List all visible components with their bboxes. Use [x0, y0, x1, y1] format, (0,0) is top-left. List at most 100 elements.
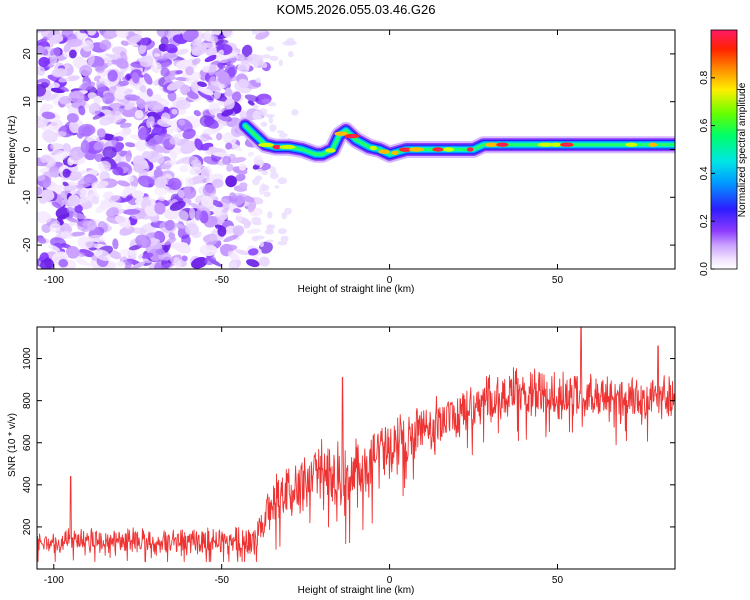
noise-blob	[167, 177, 182, 191]
colorbar-tick-label: 0.4	[699, 166, 710, 180]
noise-blob	[127, 175, 134, 183]
noise-blob	[266, 46, 275, 52]
noise-blob	[177, 189, 185, 199]
noise-blob	[112, 238, 119, 250]
noise-blob	[189, 207, 196, 220]
noise-blob	[137, 175, 155, 188]
noise-blob	[261, 98, 271, 104]
noise-blob	[213, 89, 221, 100]
noise-blob	[92, 113, 104, 120]
noise-blob	[147, 135, 164, 147]
noise-blob	[221, 109, 234, 117]
spectrogram-y-axis: -20 -10 0 10 20	[22, 48, 675, 252]
noise-blob	[91, 255, 98, 261]
noise-blob	[231, 91, 242, 102]
noise-blob	[164, 219, 175, 231]
noise-blob	[50, 121, 58, 127]
colorbar-tick-label: 0.2	[699, 214, 710, 228]
colorbar-ticks: 0.0 0.2 0.4 0.6 0.8	[699, 70, 715, 276]
noise-blob	[238, 163, 247, 171]
noise-blob	[265, 239, 274, 243]
spectral-ridge	[236, 117, 675, 163]
noise-blob	[208, 84, 215, 90]
figure-title: KOM5.2026.055.03.46.G26	[276, 2, 435, 17]
noise-blob	[181, 255, 188, 262]
noise-blob	[255, 175, 263, 181]
noise-blob	[160, 36, 169, 47]
noise-blob	[261, 170, 269, 175]
noise-blob	[135, 139, 148, 152]
noise-blob	[131, 72, 140, 84]
noise-blob	[49, 223, 61, 233]
noise-blob	[52, 82, 60, 88]
spectrogram-x-label: Height of straight line (km)	[298, 284, 415, 295]
snr-y-tick-label: 800	[22, 392, 33, 409]
noise-blob	[229, 261, 238, 269]
noise-blob	[106, 207, 119, 218]
noise-blob	[243, 222, 251, 229]
noise-blob	[235, 173, 246, 182]
noise-blob	[74, 204, 83, 214]
noise-blob	[157, 118, 173, 127]
noise-blob	[217, 62, 226, 69]
noise-blob	[142, 252, 154, 259]
noise-blob	[37, 186, 43, 196]
noise-blob	[138, 43, 147, 55]
noise-blob	[269, 124, 277, 132]
noise-blob	[237, 53, 245, 62]
noise-blob	[78, 123, 96, 137]
noise-blob	[82, 40, 94, 52]
noise-blob	[77, 196, 91, 204]
noise-blob	[223, 234, 239, 243]
ridge-hotspot	[648, 142, 658, 147]
noise-blob	[225, 142, 233, 150]
noise-blob	[258, 30, 267, 33]
noise-blob	[247, 200, 257, 213]
noise-blob	[155, 248, 165, 256]
noise-blob	[154, 56, 169, 61]
noise-blob	[156, 30, 169, 38]
colorbar-tick-label: 0.6	[699, 118, 710, 132]
noise-blob	[194, 138, 204, 151]
noise-blob	[184, 176, 194, 188]
noise-blob	[69, 121, 80, 134]
noise-blob	[77, 219, 91, 231]
noise-blob	[169, 150, 177, 160]
noise-blob	[137, 127, 149, 140]
noise-blob	[222, 155, 231, 165]
ridge-peak	[402, 148, 409, 152]
ridge-peak	[349, 134, 355, 138]
snr-x-label: Height of straight line (km)	[298, 585, 415, 596]
noise-blob	[164, 43, 178, 54]
noise-blob	[237, 78, 249, 89]
noise-blob	[253, 105, 259, 109]
noise-blob	[60, 86, 69, 92]
spectrogram-y-label: Frequency (Hz)	[7, 116, 18, 185]
noise-blob	[277, 177, 288, 185]
noise-blob	[133, 30, 143, 35]
noise-blob	[171, 108, 178, 115]
noise-blob	[136, 98, 146, 109]
noise-blob	[119, 226, 135, 236]
noise-blob	[37, 65, 46, 76]
noise-blob	[178, 119, 186, 126]
noise-blob	[251, 30, 260, 35]
noise-blob	[85, 241, 99, 248]
noise-blob	[199, 244, 218, 257]
noise-blob	[244, 94, 260, 102]
ridge-hotspot	[370, 145, 377, 151]
spectrogram-x-tick-label: -100	[44, 275, 64, 286]
noise-blob	[150, 61, 162, 73]
noise-blob	[99, 200, 113, 210]
noise-blob	[173, 210, 189, 222]
noise-blob	[102, 191, 114, 199]
noise-blob	[229, 253, 240, 261]
noise-blob	[175, 70, 183, 75]
noise-blob	[259, 241, 264, 248]
noise-blob	[98, 77, 106, 82]
noise-blob	[55, 131, 67, 137]
noise-blob	[103, 30, 118, 40]
noise-blob	[49, 34, 64, 44]
noise-blob	[181, 73, 190, 78]
